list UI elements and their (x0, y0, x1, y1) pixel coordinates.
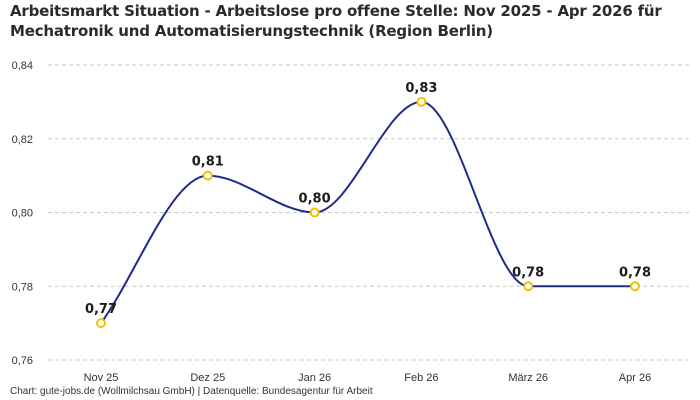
y-tick-label: 0,78 (12, 281, 33, 293)
chart-title: Arbeitsmarkt Situation - Arbeitslose pro… (10, 2, 662, 40)
grid-lines (48, 64, 690, 361)
x-tick-label: März 26 (508, 372, 548, 384)
data-point (630, 281, 640, 292)
x-tick-label: Dez 25 (190, 372, 225, 384)
data-label: 0,77 (85, 302, 117, 317)
data-point (96, 318, 106, 329)
y-tick-label: 0,82 (12, 134, 33, 146)
data-points (96, 96, 640, 329)
y-tick-label: 0,76 (12, 355, 33, 367)
y-tick-label: 0,80 (12, 208, 33, 220)
data-point (523, 281, 534, 292)
data-labels: 0,77 0,81 0,80 0,83 0,78 0,78 (85, 81, 651, 317)
source-note: Chart: gute-jobs.de (Wollmilchsau GmbH) … (10, 386, 373, 397)
x-tick-label: Jan 26 (298, 372, 331, 384)
y-axis-tick-labels: 0,76 0,78 0,80 0,82 0,84 (12, 60, 33, 367)
x-tick-label: Feb 26 (404, 372, 438, 384)
data-point (309, 207, 320, 218)
data-label: 0,78 (512, 265, 544, 280)
data-label: 0,83 (405, 81, 437, 96)
x-axis-tick-labels: Nov 25 Dez 25 Jan 26 Feb 26 März 26 Apr 26 (84, 372, 652, 384)
y-tick-label: 0,84 (12, 60, 33, 72)
data-label: 0,80 (299, 192, 331, 207)
data-point (416, 96, 427, 107)
data-label: 0,81 (192, 155, 224, 170)
x-tick-label: Apr 26 (619, 372, 651, 384)
x-tick-label: Nov 25 (84, 372, 119, 384)
data-point (202, 170, 213, 181)
data-label: 0,78 (619, 265, 651, 280)
